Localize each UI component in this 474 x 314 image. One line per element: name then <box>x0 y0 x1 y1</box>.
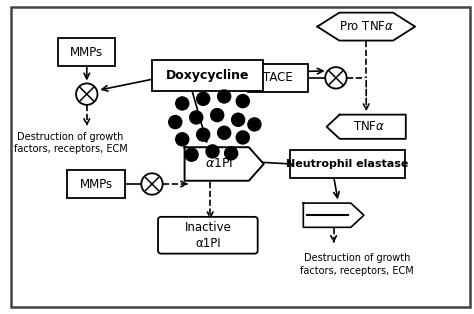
FancyBboxPatch shape <box>158 217 258 254</box>
Polygon shape <box>303 203 364 227</box>
Polygon shape <box>317 13 415 41</box>
Text: MMPs: MMPs <box>70 46 103 59</box>
Circle shape <box>176 97 189 110</box>
Circle shape <box>176 133 189 146</box>
FancyBboxPatch shape <box>58 38 115 66</box>
Circle shape <box>141 173 163 195</box>
Circle shape <box>218 90 231 103</box>
Text: TNF$\alpha$: TNF$\alpha$ <box>353 120 386 133</box>
Circle shape <box>248 118 261 131</box>
Circle shape <box>210 109 224 122</box>
Text: Doxycycline: Doxycycline <box>166 69 250 82</box>
Text: Destruction of growth
factors, receptors, ECM: Destruction of growth factors, receptors… <box>14 132 128 154</box>
Circle shape <box>197 128 210 141</box>
Circle shape <box>206 145 219 158</box>
Circle shape <box>169 116 182 129</box>
Circle shape <box>232 113 245 126</box>
Text: Neutrophil elastase: Neutrophil elastase <box>286 159 409 169</box>
Circle shape <box>76 84 98 105</box>
Text: Inactive
α1PI: Inactive α1PI <box>184 221 231 250</box>
Polygon shape <box>327 115 406 139</box>
Circle shape <box>190 111 203 124</box>
Circle shape <box>236 131 249 144</box>
Circle shape <box>325 67 346 89</box>
FancyBboxPatch shape <box>67 170 125 198</box>
FancyBboxPatch shape <box>153 60 263 91</box>
Circle shape <box>197 92 210 105</box>
Polygon shape <box>184 147 264 181</box>
Text: MMPs: MMPs <box>80 177 113 191</box>
Circle shape <box>225 147 237 160</box>
Text: $\alpha$1PI: $\alpha$1PI <box>205 158 233 171</box>
Text: TACE: TACE <box>263 71 292 84</box>
FancyBboxPatch shape <box>11 7 470 307</box>
Circle shape <box>218 126 231 139</box>
FancyBboxPatch shape <box>290 150 405 178</box>
Text: Destruction of growth
factors, receptors, ECM: Destruction of growth factors, receptors… <box>300 253 414 275</box>
Circle shape <box>185 148 198 161</box>
Text: Pro TNF$\alpha$: Pro TNF$\alpha$ <box>338 20 394 33</box>
FancyBboxPatch shape <box>248 64 308 92</box>
Circle shape <box>236 95 249 108</box>
